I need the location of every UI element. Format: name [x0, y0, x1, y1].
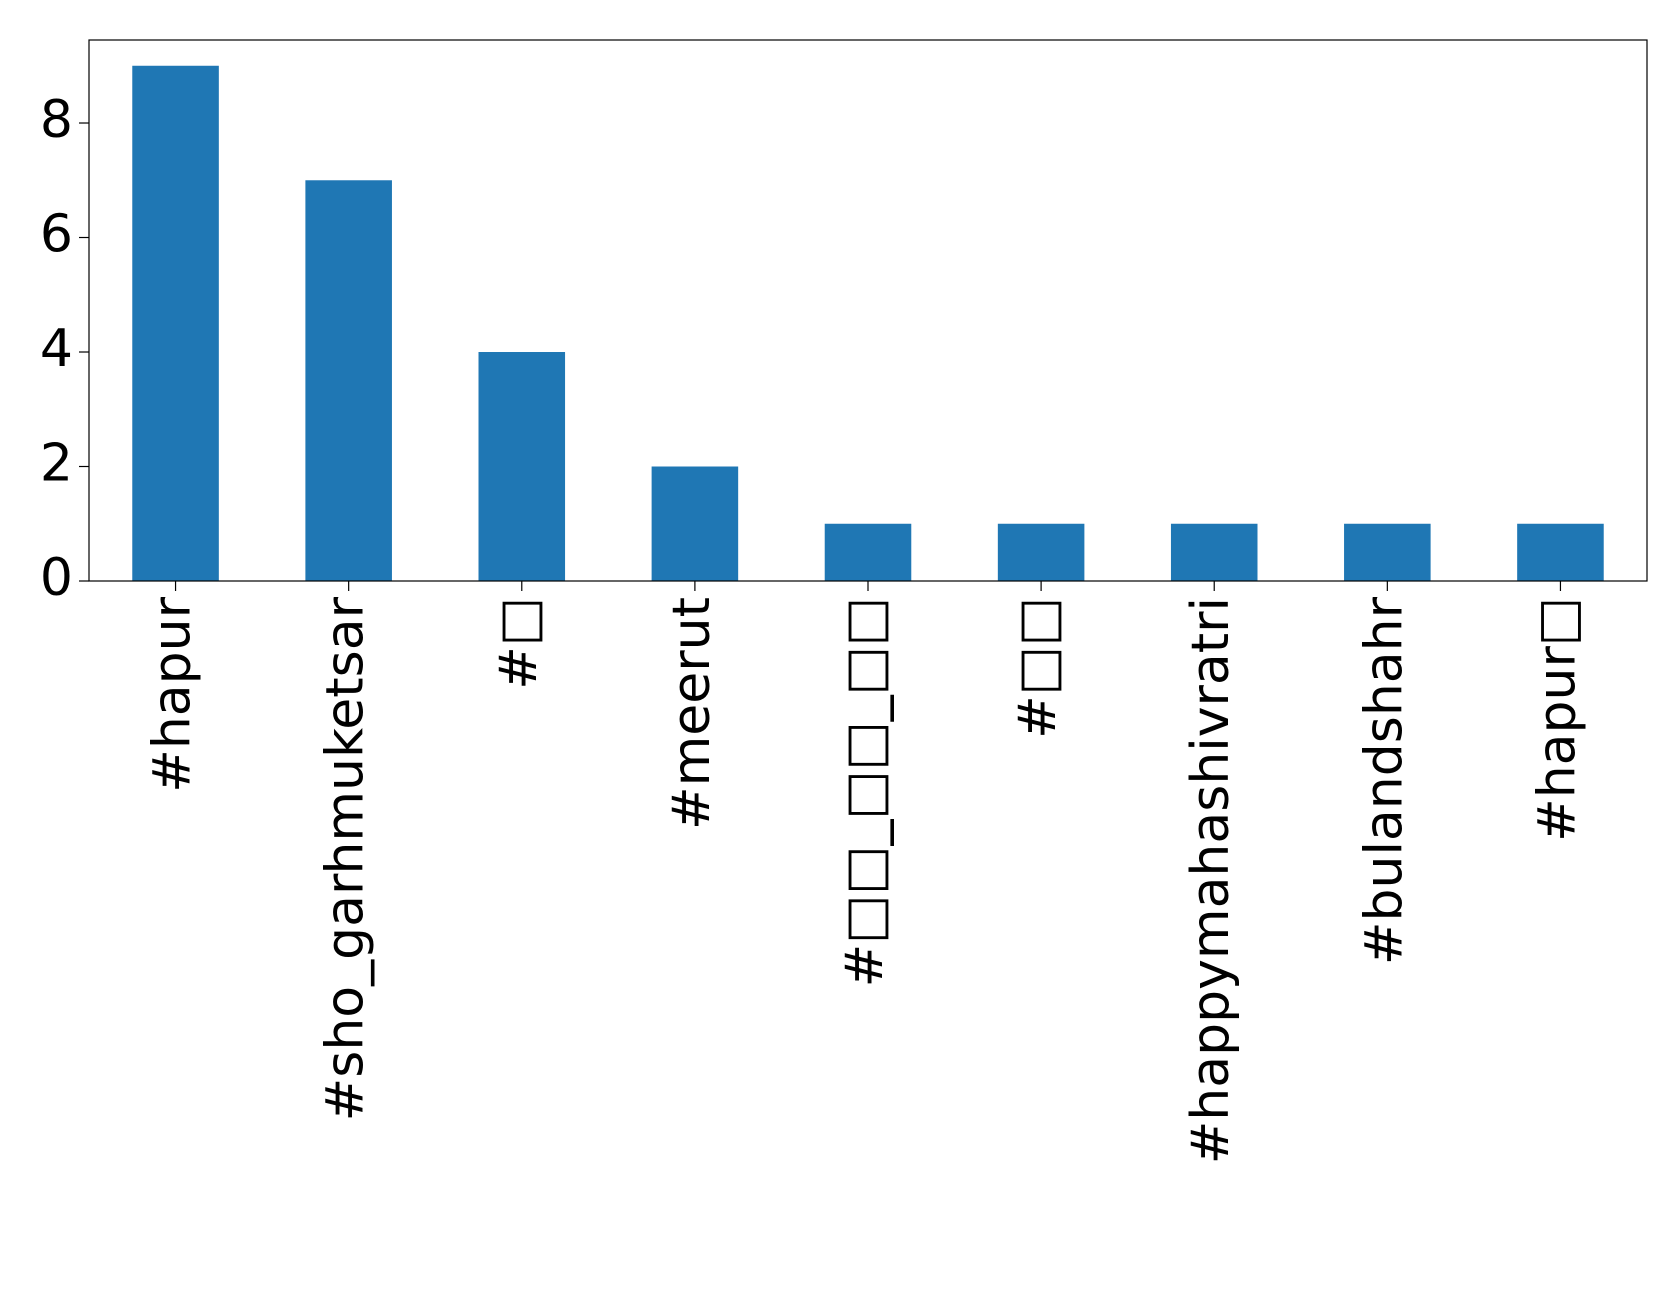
- bar: [651, 466, 739, 581]
- x-tick-label: #□: [489, 597, 549, 690]
- y-tick-label: 6: [40, 205, 73, 265]
- bar: [997, 523, 1085, 581]
- x-tick-label: #□□: [1008, 597, 1068, 739]
- bar: [1170, 523, 1258, 581]
- bar: [132, 65, 219, 581]
- y-tick-label: 8: [40, 90, 73, 150]
- bar: [305, 180, 392, 581]
- bar: [1517, 523, 1604, 581]
- axes-frame: [88, 39, 1648, 582]
- y-tick-label: 0: [40, 548, 73, 608]
- x-tick-label: #hapur□: [1527, 597, 1587, 842]
- bar: [1344, 523, 1431, 581]
- x-tick-label: #hapur: [143, 596, 203, 792]
- x-tick-label: #meerut: [662, 597, 722, 830]
- x-tick-label: #bulandshahr: [1354, 596, 1414, 965]
- x-tick-label: #sho_garhmuketsar: [316, 596, 376, 1121]
- x-tick-label: #happymahashivratri: [1181, 597, 1241, 1164]
- x-tick-label: #□□_□□_□□: [835, 597, 895, 987]
- y-tick-label: 4: [40, 319, 73, 379]
- bar: [824, 523, 912, 581]
- bar: [478, 352, 566, 581]
- y-tick-label: 2: [40, 434, 73, 494]
